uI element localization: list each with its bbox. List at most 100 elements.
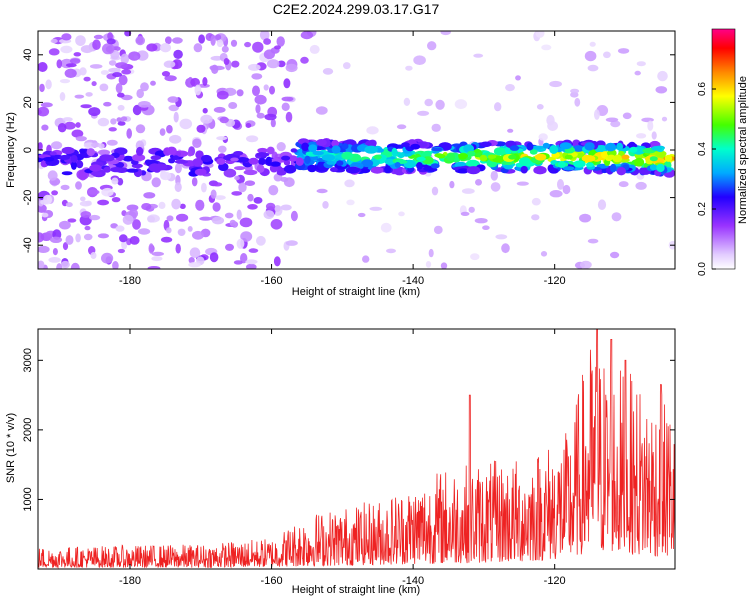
spectrogram-signal-cell: [148, 163, 161, 172]
spectrogram-noise-cell: [159, 128, 166, 136]
snr-frame: [37, 328, 676, 570]
spectrogram-noise-cell: [49, 236, 63, 243]
y-tick-label: 1000: [22, 487, 34, 511]
spectrogram-noise-cell: [285, 111, 293, 123]
spectrogram-noise-cell: [67, 218, 77, 223]
spectrogram-noise-cell: [190, 77, 201, 87]
spectrogram-noise-cell: [48, 48, 60, 56]
spectrogram-noise-cell: [61, 33, 72, 41]
spectrogram-peak-cell: [649, 156, 658, 162]
spectrogram-noise-cell: [45, 79, 52, 90]
snr-series: [38, 329, 675, 569]
spectrogram-noise-cell: [191, 177, 198, 187]
spectrogram-noise-cell: [189, 247, 201, 258]
spectrogram-noise-cell: [79, 200, 92, 207]
spectrogram-noise-cell: [129, 236, 140, 245]
spectrogram-noise-cell: [274, 45, 281, 50]
spectrogram-signal-cell: [410, 143, 421, 150]
spectrogram-noise-cell: [169, 134, 182, 144]
spectrogram-noise-cell: [580, 260, 592, 269]
spectrogram-noise-cell: [244, 41, 252, 48]
spectrogram-signal-cell: [664, 154, 673, 162]
spectrogram-signal-cell: [466, 150, 476, 157]
spectrogram-signal-cell: [257, 147, 268, 154]
spectrogram-noise-cell: [405, 65, 413, 71]
spectrogram-noise-cell: [219, 116, 229, 124]
spectrogram-noise-cell: [56, 59, 63, 69]
spectrogram-noise-cell: [216, 39, 224, 48]
spectrogram-noise-cell: [470, 253, 480, 261]
spectrogram-noise-cell: [60, 184, 70, 191]
spectrogram-noise-cell: [158, 201, 166, 209]
spectrogram-noise-cell: [194, 84, 202, 96]
x-tick-label: -180: [119, 275, 141, 287]
x-tick-label: -160: [261, 575, 283, 587]
spectrogram-noise-cell: [111, 177, 119, 185]
spectrogram-signal-cell: [103, 166, 111, 173]
spectrogram-signal-cell: [391, 147, 398, 157]
spectrogram-noise-cell: [80, 196, 86, 202]
x-tick-label: -120: [544, 575, 566, 587]
spectrogram-noise-cell: [268, 185, 279, 196]
spectrogram-noise-cell: [589, 41, 596, 47]
spectrogram-noise-cell: [270, 118, 276, 128]
spectrogram-signal-cell: [331, 139, 339, 148]
spectrogram-noise-cell: [179, 203, 186, 209]
spectrogram-signal-cell: [336, 160, 344, 166]
spectrogram-panel: -180 -160 -140 -120 -40 -20 0 20 40 Height of st…: [5, 30, 676, 298]
spectrogram-signal-cell: [616, 142, 623, 151]
spectrogram-signal-cell: [192, 158, 203, 167]
spectrogram-noise-cell: [622, 112, 632, 120]
spectrogram-signal-cell: [549, 145, 559, 154]
spectrogram-noise-cell: [635, 181, 647, 190]
spectrogram-noise-cell: [97, 149, 111, 156]
spectrogram-noise-cell: [173, 111, 179, 123]
spectrogram-noise-cell: [224, 212, 234, 219]
spectrogram-noise-cell: [277, 60, 286, 68]
spectrogram-signal-cell: [341, 151, 354, 160]
spectrogram-peak-cell: [564, 154, 573, 160]
spectrogram-signal-cell: [509, 145, 520, 151]
spectrogram-noise-cell: [253, 197, 263, 204]
spectrogram-noise-cell: [148, 243, 154, 254]
spectrogram-signal-cell: [526, 142, 534, 151]
spectrogram-noise-cell: [103, 101, 112, 107]
spectrogram-noise-cell: [92, 39, 101, 50]
spectrogram-signal-cell: [70, 161, 77, 170]
spectrogram-signal-cell: [276, 170, 287, 176]
spectrogram-signal-cell: [401, 142, 410, 148]
spectrogram-signal-cell: [132, 154, 146, 162]
spectrogram-noise-cell: [440, 262, 448, 269]
spectrogram-noise-cell: [210, 189, 217, 199]
spectrogram-noise-cell: [254, 94, 267, 105]
spectrogram-noise-cell: [440, 31, 451, 36]
spectrogram-signal-cell: [304, 155, 311, 164]
spectrogram-noise-cell: [160, 236, 173, 243]
spectrogram-signal-cell: [605, 142, 617, 152]
spectrogram-noise-cell: [89, 64, 103, 69]
spectrogram-noise-cell: [73, 52, 82, 57]
spectrogram-noise-cell: [247, 193, 254, 202]
spectrogram-noise-cell: [618, 181, 629, 188]
spectrogram-noise-cell: [424, 98, 434, 107]
spectrogram-signal-cell: [216, 158, 226, 165]
spectrogram-noise-cell: [460, 211, 470, 216]
spectrogram-noise-cell: [38, 106, 50, 117]
spectrogram-signal-cell: [431, 147, 443, 152]
spectrogram-noise-cell: [117, 92, 125, 98]
spectrogram-signal-cell: [136, 146, 144, 156]
spectrogram-noise-cell: [192, 138, 202, 148]
x-tick-label: -160: [261, 275, 283, 287]
spectrogram-noise-cell: [91, 81, 97, 87]
spectrogram-signal-cell: [79, 148, 86, 154]
spectrogram-noise-cell: [188, 262, 201, 268]
spectrogram-noise-cell: [71, 129, 84, 138]
spectrogram-noise-cell: [38, 232, 45, 243]
spectrogram-noise-cell: [166, 227, 172, 234]
spectrogram-noise-cell: [197, 83, 210, 88]
spectrogram-noise-cell: [584, 50, 597, 62]
spectrogram-noise-cell: [202, 77, 208, 86]
spectrogram-noise-cell: [605, 117, 619, 123]
spectrogram-signal-cell: [76, 160, 84, 169]
spectrogram-noise-cell: [108, 60, 117, 66]
